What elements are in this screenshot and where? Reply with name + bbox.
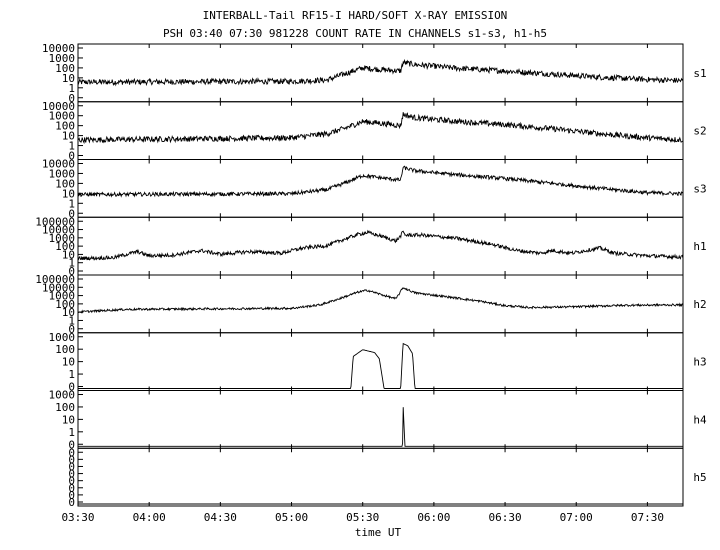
x-tick-label: 04:30 (204, 511, 237, 524)
y-tick-label: 1000 (49, 167, 76, 180)
x-tick-label: 03:30 (61, 511, 94, 524)
y-tick-label: 0 (68, 460, 75, 473)
trace-h1 (77, 229, 684, 261)
y-tick-label: 1000 (49, 389, 76, 402)
x-tick-label: 05:30 (346, 511, 379, 524)
time-axis: 03:30 04:00 04:30 05:00 05:30 06:00 06:30 07:00… (61, 511, 664, 524)
y-tick-label: 100 (55, 177, 75, 190)
y-tick-label: 0 (68, 92, 75, 105)
trace-s2 (77, 112, 683, 145)
y-tick-label: 1000 (49, 331, 76, 344)
channel-label-s3: s3 (693, 182, 706, 195)
panel-frame (77, 43, 684, 103)
y-tick-label: 100000 (35, 215, 75, 228)
y-tick-label: 1 (68, 426, 75, 439)
x-tick-label: 06:00 (417, 511, 450, 524)
chart-title: INTERBALL-Tail RF15-I HARD/SOFT X-RAY EM… (203, 9, 508, 22)
y-tick-label: 1 (68, 368, 75, 381)
y-tick-label: 0 (68, 265, 75, 278)
y-tick-label: 100 (55, 62, 75, 75)
trace-s1 (77, 58, 684, 87)
y-tick-label: 0 (68, 381, 75, 394)
chart-subtitle: PSH 03:40 07:30 981228 COUNT RATE IN CHA… (163, 27, 547, 40)
channel-label-s1: s1 (693, 67, 706, 80)
y-tick-label: 10000 (42, 100, 75, 113)
y-tick-label: 100 (55, 120, 75, 133)
y-tick-label: 10 (62, 130, 75, 143)
y-tick-label: 0 (68, 150, 75, 163)
y-tick-label: 0 (68, 475, 75, 488)
channel-label-h4: h4 (693, 413, 707, 426)
y-tick-label: 10000 (42, 42, 75, 55)
y-tick-label: 0 (68, 482, 75, 495)
channel-label-s2: s2 (693, 125, 706, 138)
y-tick-label: 1 (68, 257, 75, 270)
x-tick-label: 06:30 (488, 511, 521, 524)
channel-label-h5: h5 (693, 471, 706, 484)
x-tick-label: 04:00 (133, 511, 166, 524)
y-tick-label: 100000 (35, 273, 75, 286)
channel-panels: 1000010001001010s11000010001001010s21000… (35, 42, 707, 509)
panel-frame (77, 447, 684, 507)
y-tick-label: 1 (68, 82, 75, 95)
y-tick-label: 100 (55, 240, 75, 253)
x-tick-label: 07:00 (560, 511, 593, 524)
y-tick-label: 100 (55, 343, 75, 356)
y-tick-label: 10000 (42, 281, 75, 294)
panel-frame (77, 332, 684, 391)
y-tick-label: 10000 (42, 224, 75, 237)
y-tick-label: 10 (62, 413, 75, 426)
y-tick-label: 0 (68, 468, 75, 481)
panel-frame (77, 274, 684, 334)
y-tick-label: 0 (68, 207, 75, 220)
y-tick-label: 1 (68, 314, 75, 327)
x-axis-label: time UT (355, 526, 402, 539)
trace-h4 (78, 407, 683, 447)
y-tick-label: 0 (68, 489, 75, 502)
y-tick-label: 0 (68, 438, 75, 451)
y-tick-label: 0 (68, 453, 75, 466)
y-tick-label: 10 (62, 72, 75, 85)
y-tick-label: 100 (55, 401, 75, 414)
channel-label-h1: h1 (693, 240, 706, 253)
trace-h2 (77, 287, 683, 314)
y-tick-label: 10000 (42, 158, 75, 171)
y-tick-label: 1 (68, 140, 75, 153)
panel-frame (77, 390, 684, 449)
y-tick-label: 10 (62, 306, 75, 319)
y-tick-label: 0 (68, 446, 75, 459)
channel-label-h2: h2 (693, 298, 706, 311)
channel-label-h3: h3 (693, 356, 706, 369)
y-tick-label: 1000 (49, 52, 76, 65)
x-tick-label: 05:00 (275, 511, 308, 524)
panel-frame (77, 101, 684, 160)
y-tick-label: 100 (55, 298, 75, 311)
y-tick-label: 1000 (49, 290, 76, 303)
y-tick-label: 1000 (49, 110, 76, 123)
panel-frame (77, 216, 684, 276)
trace-s3 (77, 165, 684, 198)
trace-h3 (78, 342, 683, 389)
y-tick-label: 0 (68, 323, 75, 336)
y-tick-label: 10 (62, 187, 75, 200)
y-tick-label: 1000 (49, 232, 76, 245)
x-tick-label: 07:30 (631, 511, 664, 524)
y-tick-label: 10 (62, 248, 75, 261)
y-tick-label: 10 (62, 356, 75, 369)
y-tick-label: 1 (68, 197, 75, 210)
y-tick-label: 0 (68, 496, 75, 509)
